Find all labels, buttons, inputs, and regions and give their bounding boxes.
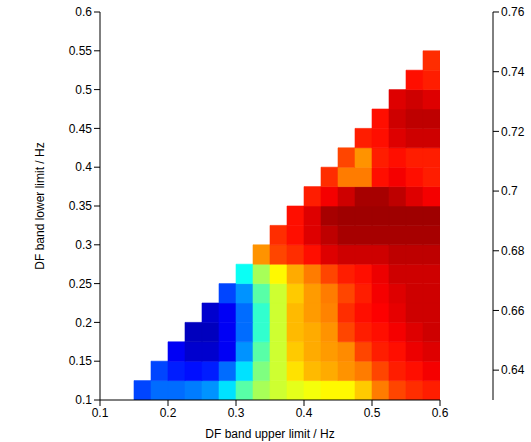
svg-text:0.5: 0.5: [364, 406, 381, 420]
svg-text:0.6: 0.6: [75, 5, 92, 19]
svg-text:0.45: 0.45: [69, 122, 93, 136]
svg-text:0.3: 0.3: [75, 238, 92, 252]
svg-text:0.72: 0.72: [501, 125, 523, 139]
svg-text:0.1: 0.1: [92, 406, 109, 420]
svg-text:0.7: 0.7: [501, 184, 518, 198]
svg-text:0.3: 0.3: [228, 406, 245, 420]
svg-text:0.25: 0.25: [69, 277, 93, 291]
svg-text:0.2: 0.2: [75, 316, 92, 330]
svg-text:0.64: 0.64: [501, 363, 523, 377]
svg-text:0.68: 0.68: [501, 244, 523, 258]
svg-text:0.4: 0.4: [296, 406, 313, 420]
svg-text:0.5: 0.5: [75, 83, 92, 97]
svg-text:DF band upper limit / Hz: DF band upper limit / Hz: [205, 427, 334, 441]
svg-text:0.66: 0.66: [501, 304, 523, 318]
svg-text:0.35: 0.35: [69, 199, 93, 213]
svg-text:0.2: 0.2: [160, 406, 177, 420]
svg-text:0.4: 0.4: [75, 160, 92, 174]
svg-text:0.76: 0.76: [501, 5, 523, 19]
svg-text:0.6: 0.6: [432, 406, 449, 420]
svg-text:0.55: 0.55: [69, 44, 93, 58]
svg-text:0.15: 0.15: [69, 354, 93, 368]
svg-text:0.1: 0.1: [75, 393, 92, 407]
svg-text:0.74: 0.74: [501, 65, 523, 79]
svg-text:DF band lower limit / Hz: DF band lower limit / Hz: [33, 142, 47, 269]
